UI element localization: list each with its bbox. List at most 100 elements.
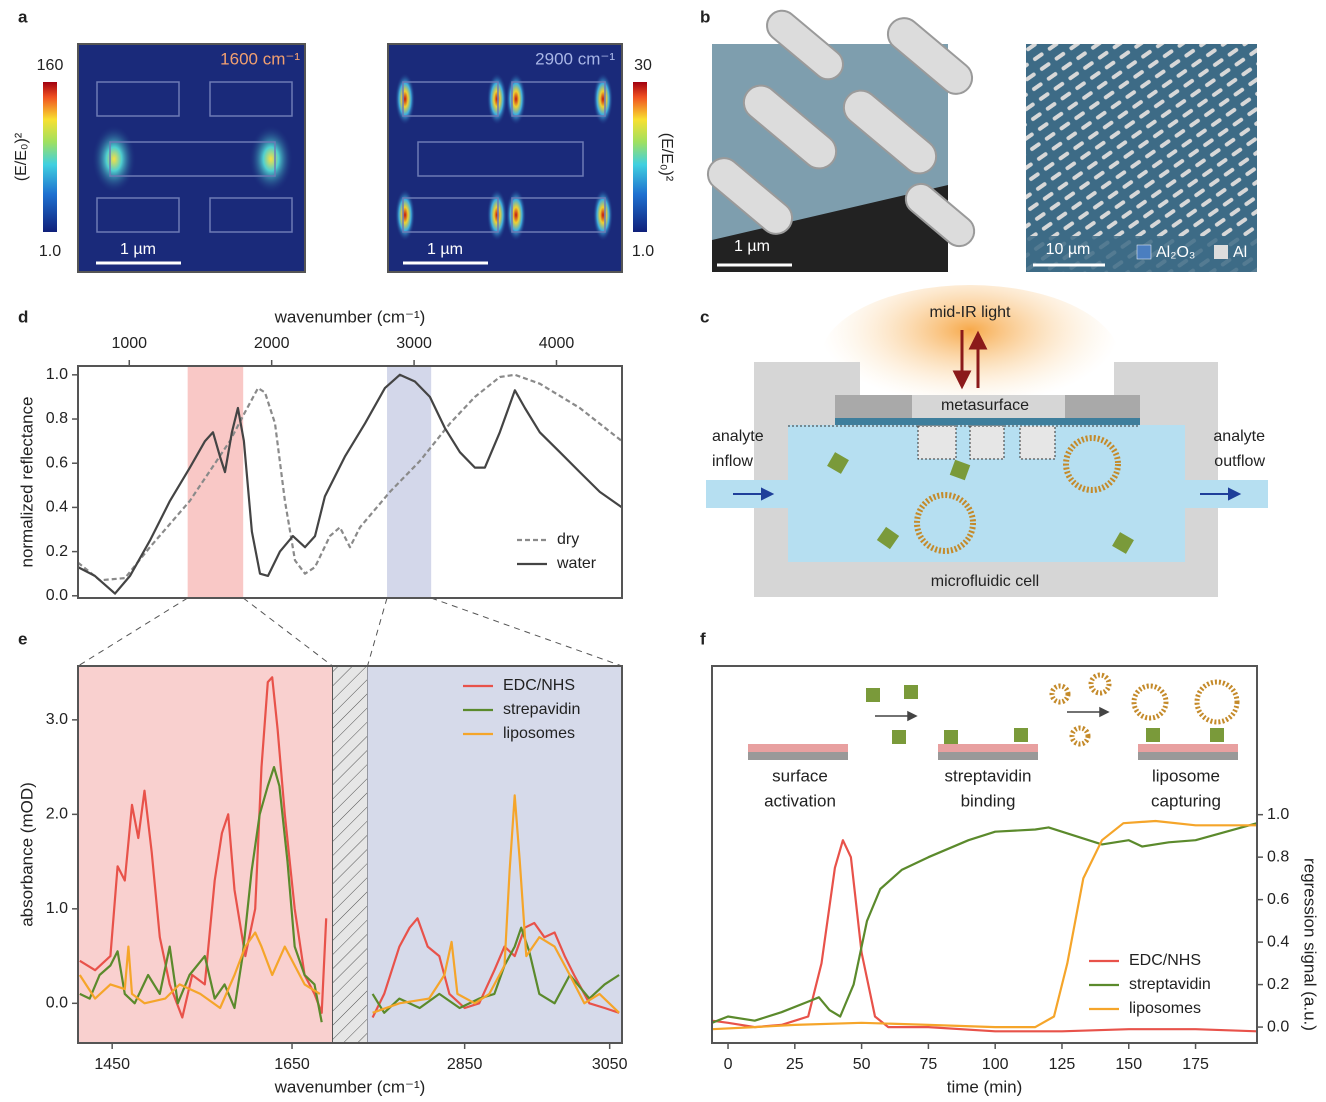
flow-arrows bbox=[733, 487, 1242, 501]
legend-label: liposomes bbox=[1129, 1000, 1201, 1017]
process-sketch bbox=[748, 672, 1240, 760]
x-tick-label: 2850 bbox=[447, 1056, 483, 1073]
x-axis-label: wavenumber (cm⁻¹) bbox=[274, 1077, 426, 1096]
annotation: surface bbox=[772, 766, 828, 785]
x-axis-label: time (min) bbox=[947, 1077, 1023, 1096]
x-tick-label: 3000 bbox=[396, 335, 432, 352]
hotspot bbox=[92, 125, 136, 193]
legend-label: streptavidin bbox=[1129, 976, 1211, 993]
sem-image: 1 µm bbox=[706, 9, 976, 272]
outflow-label: analyte bbox=[1213, 428, 1265, 445]
flow-line bbox=[706, 480, 1268, 508]
zoom-guide bbox=[431, 597, 623, 667]
highlight-band bbox=[187, 366, 244, 598]
colorbar bbox=[633, 82, 647, 232]
x-axis-label: wavenumber (cm⁻¹) bbox=[274, 307, 426, 326]
annotation: capturing bbox=[1151, 791, 1221, 810]
legend-label: water bbox=[556, 555, 597, 572]
segment-background bbox=[367, 666, 622, 1043]
legend-label: EDC/NHS bbox=[503, 677, 575, 694]
legend-label: liposomes bbox=[503, 725, 575, 742]
light-arrows bbox=[952, 330, 988, 390]
sem-image: 10 µm Al₂O₃ Al bbox=[1026, 44, 1257, 272]
streptavidin bbox=[827, 452, 1134, 554]
y-tick-label: 2.0 bbox=[46, 806, 68, 823]
x-tick-label: 1650 bbox=[274, 1056, 310, 1073]
zoom-guide bbox=[77, 597, 188, 667]
series-line bbox=[711, 822, 1258, 1024]
field-map: 2900 cm⁻¹ 1 µm 30 1.0 (E/E₀)² bbox=[387, 43, 675, 273]
colorbar-max: 30 bbox=[634, 57, 652, 74]
y-tick-label: 0.6 bbox=[46, 454, 68, 471]
legend-label: dry bbox=[557, 531, 579, 548]
y-tick-label: 0.2 bbox=[46, 543, 68, 560]
series-line bbox=[77, 373, 623, 582]
rod-outlines bbox=[402, 81, 606, 233]
metasurface-label: metasurface bbox=[941, 397, 1029, 414]
highlight-band bbox=[387, 366, 432, 598]
colorbar-min: 1.0 bbox=[39, 243, 61, 260]
colorbar-title: (E/E₀)² bbox=[658, 133, 675, 182]
panel-label: f bbox=[700, 629, 706, 648]
field-map: 1600 cm⁻¹ 1 µm 160 1.0 (E/E₀)² bbox=[13, 43, 306, 273]
y-axis-label: normalized reflectance bbox=[17, 396, 36, 567]
x-tick-label: 175 bbox=[1182, 1056, 1209, 1073]
plot-frame bbox=[77, 365, 623, 599]
plot-frame bbox=[77, 665, 623, 1044]
legend-swatch bbox=[1214, 245, 1228, 259]
x-tick-label: 0 bbox=[724, 1056, 733, 1073]
y-tick-label: 1.0 bbox=[1267, 806, 1289, 823]
y-tick-label: 0.8 bbox=[1267, 848, 1289, 865]
sem-rod-array bbox=[1026, 44, 1257, 272]
colorbar-min: 1.0 bbox=[632, 243, 654, 260]
spacer bbox=[1065, 395, 1140, 419]
y-tick-label: 0.6 bbox=[1267, 891, 1289, 908]
x-tick-label: 125 bbox=[1049, 1056, 1076, 1073]
liposomes bbox=[914, 435, 1121, 554]
zoom-guide bbox=[367, 597, 388, 667]
chart: 0.0 0.2 0.4 0.6 0.8 1.0 0 25 50 75 100 125 150 175 tim… bbox=[711, 665, 1320, 1096]
scale-bar-label: 1 µm bbox=[120, 241, 156, 258]
scale-bar-label: 10 µm bbox=[1046, 241, 1091, 258]
x-tick-label: 25 bbox=[786, 1056, 804, 1073]
panel-label: b bbox=[700, 7, 710, 26]
legend-label: Al₂O₃ bbox=[1156, 244, 1195, 261]
y-tick-label: 0.4 bbox=[1267, 933, 1289, 950]
colorbar bbox=[43, 82, 57, 232]
x-tick-label: 2000 bbox=[254, 335, 290, 352]
colorbar-max: 160 bbox=[37, 57, 64, 74]
scale-bar-label: 1 µm bbox=[427, 241, 463, 258]
y-tick-label: 0.2 bbox=[1267, 976, 1289, 993]
x-tick-label: 75 bbox=[919, 1056, 937, 1073]
annotation: activation bbox=[764, 791, 836, 810]
inflow-label: inflow bbox=[712, 453, 753, 470]
panel-label: d bbox=[18, 307, 28, 326]
series-line bbox=[77, 373, 623, 595]
y-tick-label: 0.8 bbox=[46, 410, 68, 427]
series-line bbox=[711, 819, 1257, 1031]
legend-label: Al bbox=[1233, 244, 1247, 261]
rod-outlines bbox=[96, 81, 293, 233]
cell-label: microfluidic cell bbox=[931, 573, 1039, 590]
inflow-label: analyte bbox=[712, 428, 764, 445]
zoom-guide bbox=[242, 597, 333, 667]
x-tick-label: 1450 bbox=[94, 1056, 130, 1073]
x-tick-label: 1000 bbox=[111, 335, 147, 352]
setup-diagram: metasurface mid-IR light analyte inflow … bbox=[706, 285, 1268, 597]
y-tick-label: 0.0 bbox=[46, 587, 68, 604]
y-tick-label: 1.0 bbox=[46, 366, 68, 383]
axis-break bbox=[332, 665, 368, 1044]
metasurface-layer bbox=[835, 418, 1140, 425]
sem-edge bbox=[712, 185, 948, 272]
y-tick-label: 3.0 bbox=[46, 711, 68, 728]
panel-label: c bbox=[700, 307, 709, 326]
light-label: mid-IR light bbox=[930, 304, 1011, 321]
annotation: liposome bbox=[1152, 766, 1220, 785]
panel-label: e bbox=[18, 629, 27, 648]
legend-label: strepavidin bbox=[503, 701, 580, 718]
sem-rods bbox=[706, 9, 976, 248]
scale-bar-label: 1 µm bbox=[734, 238, 770, 255]
